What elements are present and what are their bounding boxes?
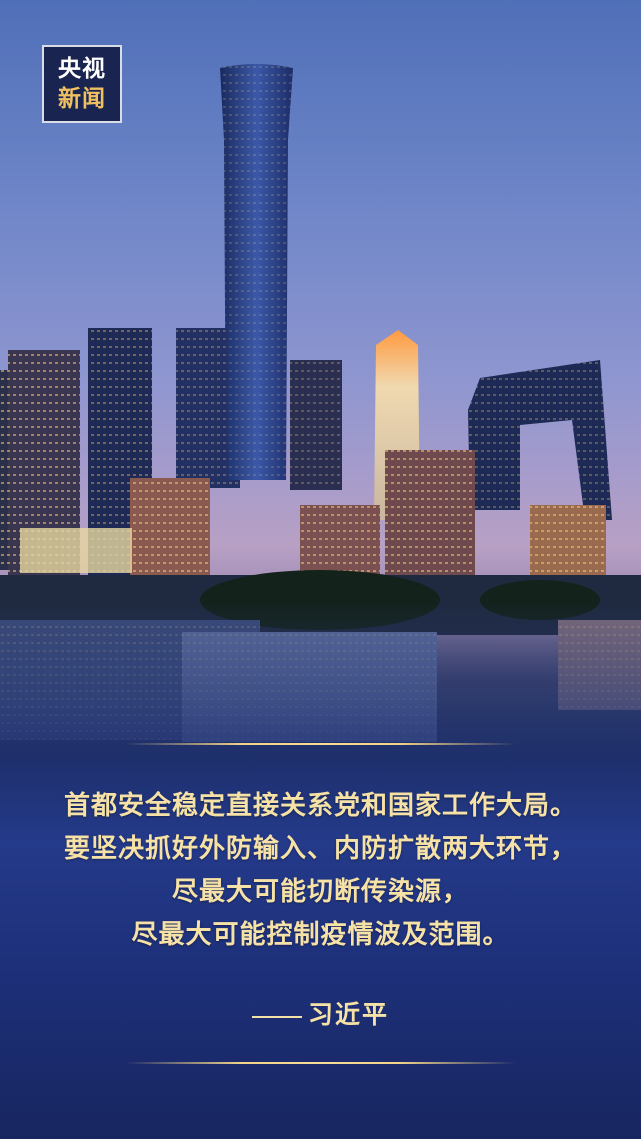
author-name: 习近平 [307,1000,389,1029]
quote-line-4: 尽最大可能控制疫情波及范围。 [131,920,510,950]
quote-attribution: 习近平 [0,995,641,1031]
cctv-news-logo: 央视 新闻 [42,45,122,123]
quote-line-2: 要坚决抓好外防输入、内防扩散两大环节， [63,834,577,864]
em-dash [251,1015,302,1018]
bottom-gold-divider [125,1062,516,1064]
logo-line-1: 央视 [58,56,106,82]
bottom-gradient-overlay [0,600,641,1139]
quote-block: 首都安全稳定直接关系党和国家工作大局。 要坚决抓好外防输入、内防扩散两大环节， … [0,785,641,957]
logo-line-2: 新闻 [58,86,106,112]
quote-line-3: 尽最大可能切断传染源， [171,877,469,907]
top-gold-divider [125,743,516,745]
quote-line-1: 首都安全稳定直接关系党和国家工作大局。 [63,791,577,821]
